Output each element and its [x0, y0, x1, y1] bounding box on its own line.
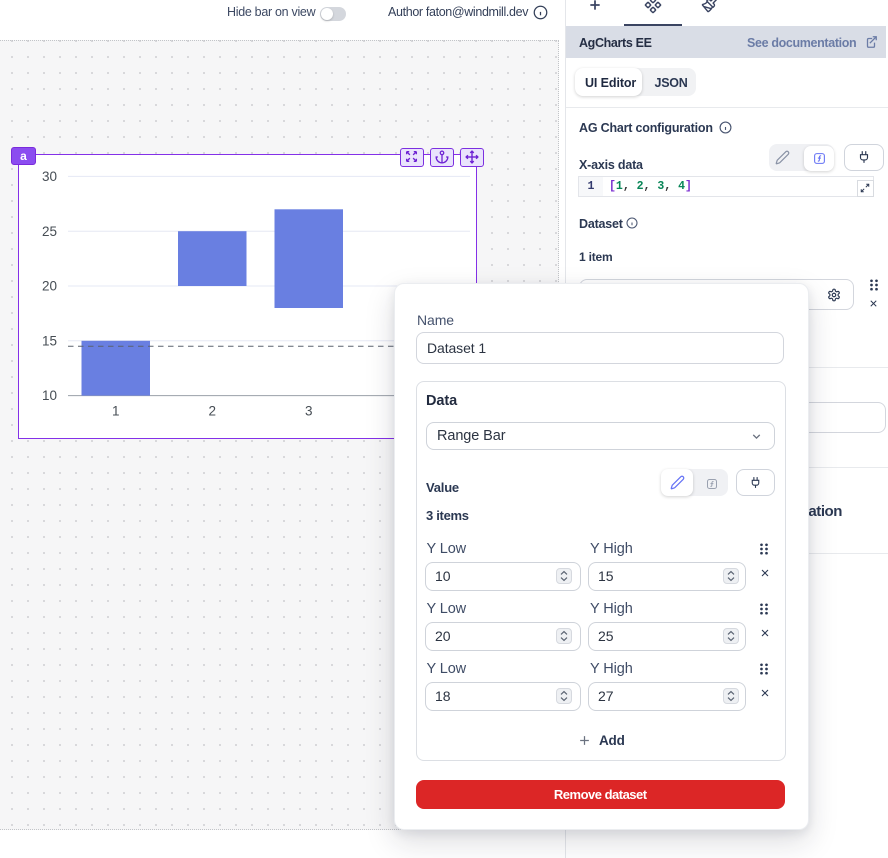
- svg-text:15: 15: [42, 334, 57, 349]
- svg-text:30: 30: [42, 169, 57, 184]
- svg-text:2: 2: [209, 404, 217, 419]
- svg-text:20: 20: [42, 279, 57, 294]
- svg-text:10: 10: [42, 388, 57, 403]
- svg-text:25: 25: [42, 224, 57, 239]
- svg-text:1: 1: [112, 404, 120, 419]
- svg-text:3: 3: [305, 404, 313, 419]
